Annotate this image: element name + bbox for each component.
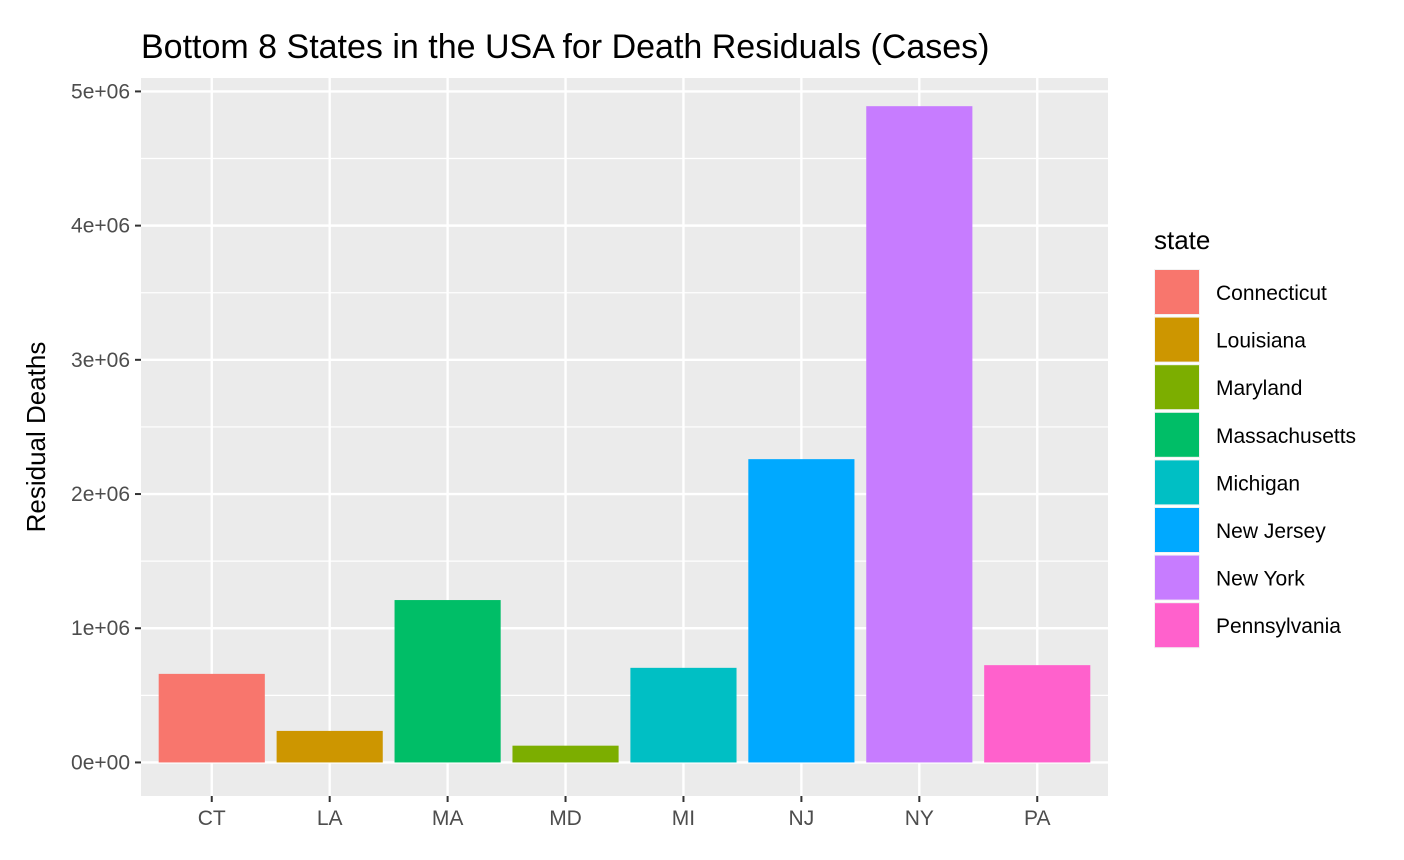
legend-label: Louisiana xyxy=(1216,330,1306,353)
bar-pa xyxy=(984,665,1091,763)
legend-title: state xyxy=(1154,225,1210,255)
legend-swatch xyxy=(1155,555,1199,600)
legend-swatch xyxy=(1155,365,1199,410)
legend-label: Connecticut xyxy=(1216,282,1327,305)
x-tick-label: NJ xyxy=(789,807,815,830)
bar-md xyxy=(512,745,619,763)
legend-swatch xyxy=(1155,508,1199,552)
legend-label: Massachusetts xyxy=(1216,425,1356,448)
y-tick-label: 4e+06 xyxy=(71,215,130,238)
legend-swatch xyxy=(1155,317,1199,362)
x-tick-label: MI xyxy=(672,807,695,830)
x-axis: CT LA MA MD MI NJ NY PA xyxy=(198,796,1050,830)
bar-nj xyxy=(748,459,855,763)
legend-label: New Jersey xyxy=(1216,520,1326,543)
x-tick-label: PA xyxy=(1024,807,1050,830)
legend-swatch xyxy=(1155,603,1199,648)
legend-label: Michigan xyxy=(1216,472,1300,495)
y-tick-label: 0e+00 xyxy=(71,751,130,774)
legend-label: New York xyxy=(1216,568,1305,591)
bar-ct xyxy=(158,673,265,763)
bar-ma xyxy=(394,600,501,763)
legend-swatch xyxy=(1155,460,1199,505)
bar-ny xyxy=(866,106,973,763)
x-tick-label: MD xyxy=(549,807,582,830)
y-axis: 0e+00 1e+06 2e+06 3e+06 4e+06 5e+06 xyxy=(71,80,141,774)
legend-label: Pennsylvania xyxy=(1216,615,1341,638)
y-tick-label: 1e+06 xyxy=(71,617,130,640)
legend-swatch xyxy=(1155,412,1199,457)
x-tick-label: CT xyxy=(198,807,226,830)
legend-label: Maryland xyxy=(1216,377,1302,400)
y-axis-title: Residual Deaths xyxy=(21,342,51,533)
y-tick-label: 5e+06 xyxy=(71,80,130,103)
x-tick-label: NY xyxy=(905,807,934,830)
bar-mi xyxy=(630,667,737,763)
x-tick-label: MA xyxy=(432,807,464,830)
x-tick-label: LA xyxy=(317,807,343,830)
bars xyxy=(158,106,1091,763)
y-tick-label: 2e+06 xyxy=(71,483,130,506)
chart-title: Bottom 8 States in the USA for Death Res… xyxy=(141,28,990,66)
y-tick-label: 3e+06 xyxy=(71,349,130,372)
bar-la xyxy=(276,730,383,763)
legend-swatch xyxy=(1155,270,1199,314)
legend: state Connecticut Louisiana Maryland Massac… xyxy=(1154,225,1356,649)
